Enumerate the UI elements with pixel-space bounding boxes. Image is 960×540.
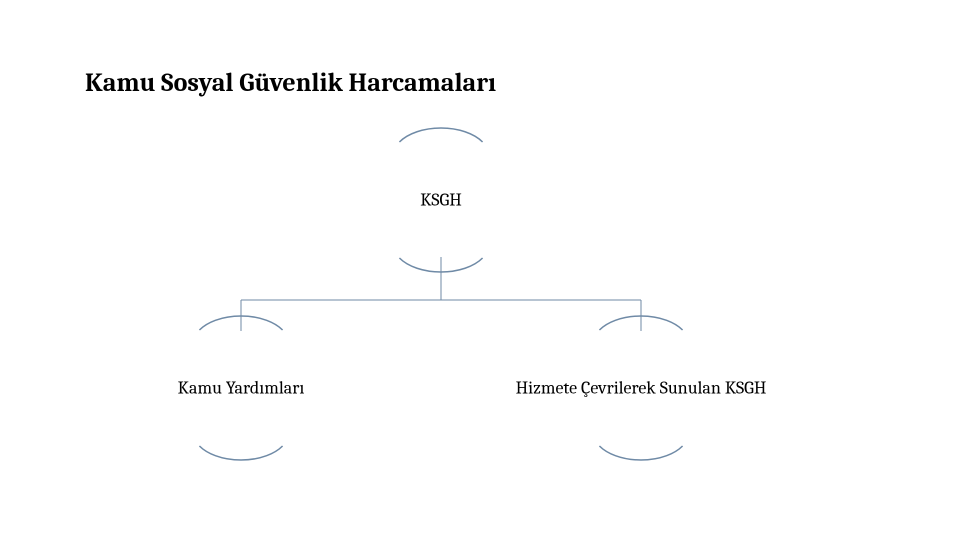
node-label: Kamu Yardımları xyxy=(178,378,305,399)
node-arc-top xyxy=(399,128,482,142)
node-label: KSGH xyxy=(420,190,461,211)
node-left: Kamu Yardımları xyxy=(178,378,305,399)
node-right: Hizmete Çevrilerek Sunulan KSGH xyxy=(516,378,767,399)
node-arc-top xyxy=(599,316,682,330)
node-root: KSGH xyxy=(420,190,461,211)
node-label: Hizmete Çevrilerek Sunulan KSGH xyxy=(516,378,767,399)
page-title: Kamu Sosyal Güvenlik Harcamaları xyxy=(85,68,496,98)
node-arc-bottom xyxy=(399,258,482,272)
node-arc-bottom xyxy=(599,446,682,460)
node-arc-top xyxy=(199,316,282,330)
node-arc-bottom xyxy=(199,446,282,460)
